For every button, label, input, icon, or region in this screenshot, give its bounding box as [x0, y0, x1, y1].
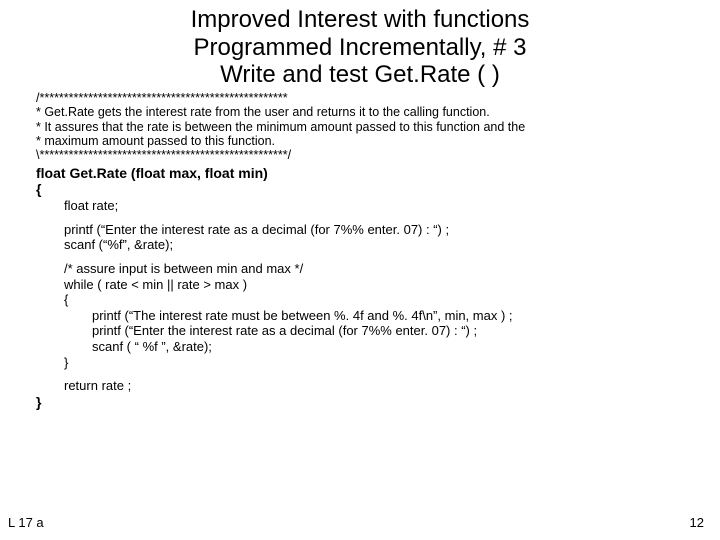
- scanf-line: scanf (“%f”, &rate);: [64, 237, 684, 253]
- return-line: return rate ;: [64, 378, 684, 394]
- function-signature: float Get.Rate (float max, float min): [36, 165, 684, 182]
- printf-line: printf (“Enter the interest rate as a de…: [92, 323, 684, 339]
- brace-open: {: [36, 181, 684, 198]
- while-brace-open: {: [64, 292, 684, 308]
- page-number: 12: [690, 515, 704, 530]
- comment-block: /***************************************…: [36, 91, 684, 163]
- comment-open: /***************************************…: [36, 91, 684, 105]
- comment-close: \***************************************…: [36, 148, 684, 162]
- slide: Improved Interest with functions Program…: [0, 0, 720, 540]
- var-decl: float rate;: [64, 198, 684, 214]
- title-line-2: Programmed Incrementally, # 3: [0, 34, 720, 62]
- title-line-3: Write and test Get.Rate ( ): [0, 61, 720, 89]
- scanf-line: scanf ( “ %f ”, &rate);: [92, 339, 684, 355]
- comment-line: * Get.Rate gets the interest rate from t…: [36, 105, 684, 119]
- title-line-1: Improved Interest with functions: [0, 6, 720, 34]
- comment-line: * maximum amount passed to this function…: [36, 134, 684, 148]
- comment-line: * It assures that the rate is between th…: [36, 120, 684, 134]
- printf-line: printf (“Enter the interest rate as a de…: [64, 222, 684, 238]
- while-brace-close: }: [64, 355, 684, 371]
- brace-close: }: [36, 394, 684, 411]
- while-line: while ( rate < min || rate > max ): [64, 277, 684, 293]
- slide-title: Improved Interest with functions Program…: [0, 0, 720, 89]
- slide-content: /***************************************…: [0, 89, 720, 411]
- footer-left: L 17 a: [8, 515, 44, 530]
- inline-comment: /* assure input is between min and max *…: [64, 261, 684, 277]
- printf-line: printf (“The interest rate must be betwe…: [92, 308, 684, 324]
